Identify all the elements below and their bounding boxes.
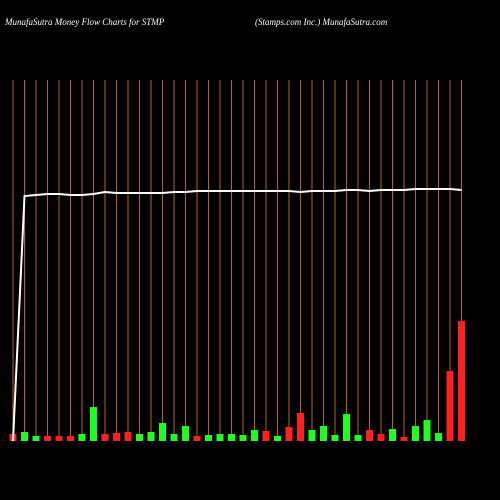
bar (320, 426, 327, 441)
bar (400, 437, 408, 441)
bar (308, 430, 316, 441)
bar (458, 321, 465, 441)
bar (182, 426, 189, 441)
money-flow-line (12, 188, 462, 442)
bar (239, 435, 247, 441)
bar (21, 432, 28, 441)
bar (412, 426, 419, 441)
chart-subtitle: (Stamps.com Inc.) MunafaSutra.com (255, 17, 388, 27)
bar (274, 436, 281, 441)
bar (251, 430, 258, 441)
bar (354, 435, 362, 441)
bar (297, 413, 304, 441)
bar (446, 371, 454, 441)
bar (366, 430, 373, 441)
bar (159, 423, 166, 441)
bar (331, 435, 339, 441)
bar (377, 434, 385, 441)
bar (389, 429, 396, 441)
chart-title: MunafaSutra Money Flow Charts for STMP (4, 17, 165, 27)
bar (285, 427, 293, 441)
bar (136, 434, 143, 441)
bar (78, 434, 86, 441)
bar (228, 434, 235, 441)
bar (205, 435, 212, 441)
bar (147, 432, 155, 441)
bar (101, 434, 109, 441)
bar (262, 431, 270, 441)
bar (170, 434, 178, 441)
bar (44, 436, 51, 441)
bar (32, 436, 40, 441)
bar (67, 436, 74, 441)
bar (343, 414, 350, 441)
bar (435, 433, 442, 441)
bar (113, 433, 120, 441)
bar (193, 436, 201, 441)
bar (90, 407, 97, 441)
bar (124, 432, 132, 441)
bar (423, 420, 431, 441)
bar (216, 434, 224, 441)
bar (55, 436, 63, 441)
